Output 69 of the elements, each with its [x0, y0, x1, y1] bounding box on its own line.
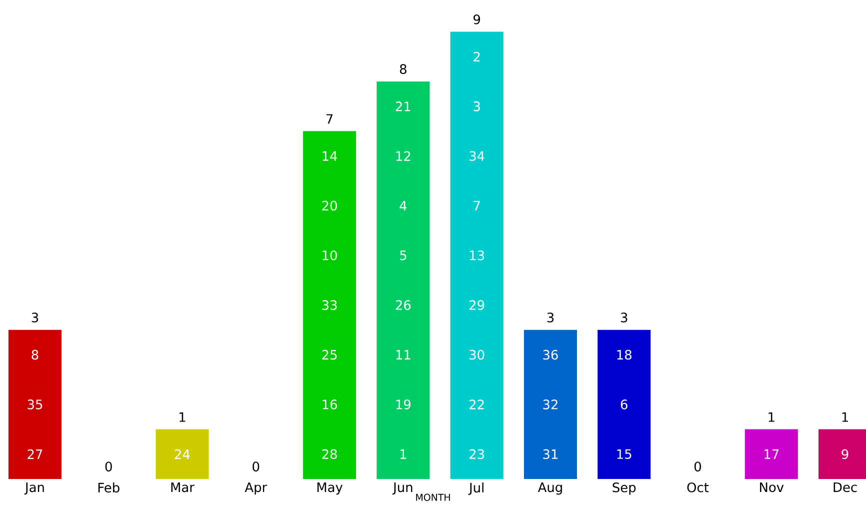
annotation: 25 — [322, 350, 337, 360]
bar — [450, 32, 504, 479]
data-label: 8 — [400, 64, 406, 74]
annotation: 30 — [470, 350, 484, 360]
annotation: 34 — [470, 151, 484, 161]
bar — [524, 330, 577, 479]
data-label: 1 — [180, 412, 186, 422]
data-label: 3 — [547, 312, 554, 322]
annotation: 29 — [470, 300, 484, 310]
annotation: 17 — [764, 449, 779, 459]
data-label: 9 — [474, 14, 480, 24]
x-tick-label: May — [317, 482, 343, 495]
data-label: 7 — [326, 114, 333, 124]
data-label: 3 — [620, 312, 628, 322]
bar — [376, 81, 430, 479]
bar — [156, 429, 209, 479]
annotation: 19 — [396, 400, 411, 410]
annotation: 14 — [322, 151, 338, 161]
bar — [303, 131, 356, 479]
annotation: 13 — [470, 250, 484, 260]
annotation: 36 — [543, 350, 558, 360]
annotation: 24 — [174, 449, 190, 459]
annotation: 27 — [28, 449, 42, 459]
annotation: 5 — [400, 250, 406, 260]
annotation: 20 — [322, 200, 337, 211]
x-tick-label: Dec — [834, 482, 857, 492]
annotation: 32 — [543, 400, 558, 410]
data-label: 0 — [105, 462, 112, 472]
annotation: 2 — [474, 52, 480, 62]
annotation: 10 — [322, 250, 337, 260]
x-tick-label: Sep — [612, 482, 636, 495]
x-tick-label: Feb — [98, 482, 120, 493]
annotation: 23 — [470, 449, 484, 460]
annotation: 8 — [32, 350, 38, 360]
annotation: 35 — [28, 400, 42, 410]
annotation: 22 — [470, 400, 484, 410]
x-tick-label: Apr — [244, 482, 268, 495]
x-tick-label: Oct — [687, 482, 709, 492]
data-label: 1 — [842, 412, 848, 422]
annotation: 21 — [396, 102, 410, 112]
x-tick-label: Mar — [171, 482, 194, 492]
annotation: 3 — [474, 101, 480, 112]
annotation: 31 — [543, 449, 558, 460]
data-label: 1 — [768, 412, 774, 422]
annotation: 1 — [400, 449, 406, 459]
annotation: 28 — [322, 449, 337, 460]
annotation: 11 — [396, 350, 410, 360]
annotation: 33 — [322, 300, 337, 310]
data-label: 3 — [32, 312, 38, 322]
bar — [598, 330, 651, 479]
x-tick-label: Jun — [392, 482, 412, 495]
x-tick-label: Nov — [760, 482, 784, 492]
annotation: 16 — [322, 400, 337, 410]
annotation: 4 — [400, 200, 407, 210]
x-tick-label: Jul — [468, 482, 484, 495]
annotation: 6 — [620, 400, 628, 410]
annotation: 7 — [474, 200, 480, 210]
annotation: 26 — [396, 300, 411, 310]
annotation: 18 — [617, 350, 632, 360]
bar — [8, 330, 62, 479]
data-label: 0 — [694, 462, 701, 472]
data-label: 0 — [252, 462, 260, 472]
annotation: 9 — [842, 449, 848, 460]
x-tick-label: Jan — [24, 482, 44, 495]
bar — [744, 429, 798, 479]
x-tick-label: Aug — [538, 482, 562, 495]
annotation: 15 — [617, 449, 632, 459]
x-axis-title: MONTH — [416, 494, 450, 501]
annotation: 12 — [396, 151, 410, 161]
